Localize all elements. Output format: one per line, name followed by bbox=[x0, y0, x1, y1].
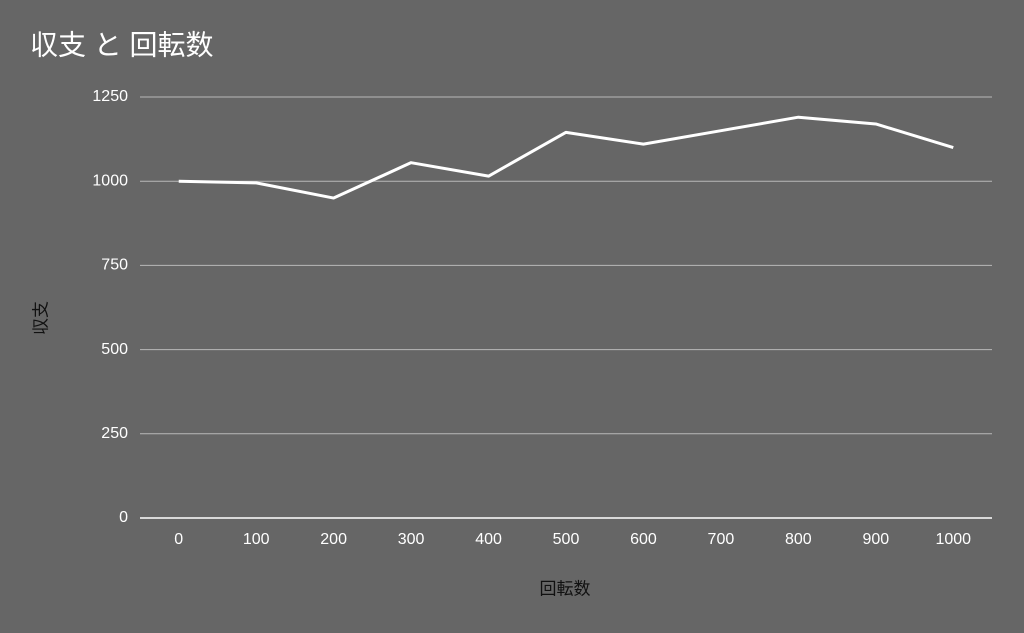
y-tick-label: 250 bbox=[101, 425, 128, 442]
y-tick-label: 0 bbox=[119, 509, 128, 526]
x-tick-label: 500 bbox=[553, 531, 580, 548]
x-tick-label: 300 bbox=[398, 531, 425, 548]
x-tick-label: 700 bbox=[708, 531, 735, 548]
x-tick-label: 800 bbox=[785, 531, 812, 548]
x-tick-label: 200 bbox=[320, 531, 347, 548]
y-tick-label: 1250 bbox=[92, 88, 128, 105]
x-tick-label: 0 bbox=[174, 531, 183, 548]
x-tick-label: 900 bbox=[862, 531, 889, 548]
y-tick-label: 750 bbox=[101, 257, 128, 274]
y-tick-label: 1000 bbox=[92, 172, 128, 189]
x-tick-label: 600 bbox=[630, 531, 657, 548]
y-tick-label: 500 bbox=[101, 341, 128, 358]
chart-title: 収支 と 回転数 bbox=[30, 29, 214, 60]
y-axis-title: 収支 bbox=[31, 301, 50, 335]
x-tick-label: 100 bbox=[243, 531, 270, 548]
x-tick-label: 1000 bbox=[935, 531, 971, 548]
x-axis-title: 回転数 bbox=[540, 579, 591, 598]
data-line bbox=[178, 115, 954, 200]
x-tick-label: 400 bbox=[475, 531, 502, 548]
